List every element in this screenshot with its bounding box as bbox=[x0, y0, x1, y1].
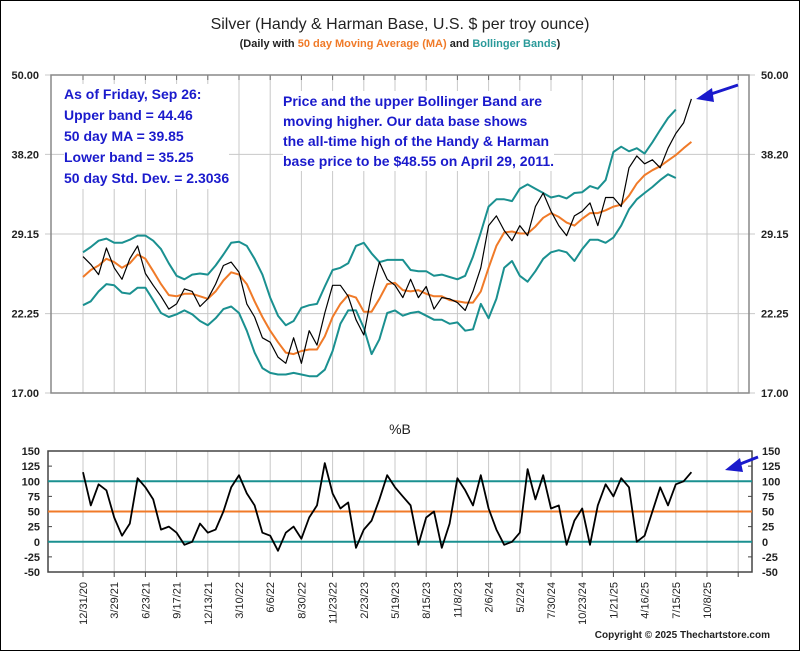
chart-title: Silver (Handy & Harman Base, U.S. $ per … bbox=[210, 16, 590, 33]
pctb-ytick-left: 100 bbox=[22, 476, 40, 488]
comment-annotation: Price and the upper Bollinger Band are m… bbox=[283, 91, 555, 171]
pctb-ytick-left: -25 bbox=[24, 552, 40, 564]
price-plot-frame bbox=[50, 74, 750, 394]
price-ytick-right: 22.25 bbox=[761, 309, 789, 321]
x-tick-label: 6/23/21 bbox=[140, 582, 152, 619]
x-tick-label: 12/13/21 bbox=[203, 582, 215, 625]
x-tick-label: 7/30/24 bbox=[546, 582, 558, 619]
x-tick-label: 12/31/20 bbox=[78, 582, 90, 625]
price-ytick-left: 29.15 bbox=[11, 229, 39, 241]
copyright: Copyright © 2025 Thechartstore.com bbox=[594, 630, 770, 641]
ma-line bbox=[82, 141, 693, 356]
x-tick-label: 4/16/25 bbox=[640, 582, 652, 619]
pctb-ytick-left: -50 bbox=[24, 567, 40, 579]
x-tick-label: 11/23/22 bbox=[328, 582, 340, 624]
subtitle-bb-label: Bollinger Bands bbox=[472, 38, 557, 50]
arrow-icon bbox=[725, 455, 759, 472]
pctb-ytick-right: 25 bbox=[762, 522, 774, 534]
price-ytick-left: 38.20 bbox=[11, 149, 39, 161]
subtitle-prefix: (Daily with bbox=[239, 38, 298, 50]
x-tick-label: 8/15/23 bbox=[421, 582, 433, 619]
pctb-ytick-left: 125 bbox=[22, 461, 40, 473]
comment-line: moving higher. Our data base shows bbox=[283, 113, 528, 129]
pctb-ytick-right: 100 bbox=[762, 476, 780, 488]
pctb-ytick-right: 150 bbox=[762, 446, 780, 458]
lower-band-line bbox=[82, 173, 677, 378]
price-ytick-right: 50.00 bbox=[761, 70, 789, 82]
comment-line: the all-time high of the Handy & Harman bbox=[283, 133, 550, 149]
pctb-ytick-left: 0 bbox=[34, 537, 40, 549]
stats-line: 50 day Std. Dev. = 2.3036 bbox=[64, 170, 230, 186]
price-ytick-right: 29.15 bbox=[761, 229, 789, 241]
stats-line: Lower band = 35.25 bbox=[64, 149, 194, 165]
price-ytick-left: 17.00 bbox=[11, 388, 39, 400]
x-tick-label: 2/6/24 bbox=[484, 582, 496, 613]
arrow-head bbox=[725, 458, 743, 472]
stats-annotation: As of Friday, Sep 26: Upper band = 44.46… bbox=[64, 84, 230, 189]
price-ytick-right: 38.20 bbox=[761, 149, 789, 161]
pctb-ytick-right: 50 bbox=[762, 507, 774, 519]
pctb-ytick-right: 125 bbox=[762, 461, 780, 473]
price-ytick-right: 17.00 bbox=[761, 388, 789, 400]
x-tick-label: 2/23/23 bbox=[359, 582, 371, 619]
pctb-ytick-left: 75 bbox=[28, 491, 40, 503]
x-tick-label: 1/21/25 bbox=[608, 582, 620, 619]
x-tick-label: 7/15/25 bbox=[671, 582, 683, 619]
pctb-ytick-right: 0 bbox=[762, 537, 768, 549]
price-ytick-left: 50.00 bbox=[11, 70, 39, 82]
x-tick-label: 3/29/21 bbox=[109, 582, 121, 619]
stats-line: 50 day MA = 39.85 bbox=[64, 128, 184, 144]
subtitle-ma-label: 50 day Moving Average (MA) bbox=[297, 38, 447, 50]
stats-line: As of Friday, Sep 26: bbox=[64, 86, 202, 102]
x-tick-label: 5/19/23 bbox=[390, 582, 402, 619]
x-tick-label: 9/17/21 bbox=[172, 582, 184, 619]
x-tick-label: 10/23/24 bbox=[577, 582, 589, 625]
x-tick-label: 11/8/23 bbox=[452, 582, 464, 618]
pctb-ytick-left: 25 bbox=[28, 522, 40, 534]
x-tick-label: 8/30/22 bbox=[296, 582, 308, 619]
x-tick-label: 6/6/22 bbox=[265, 582, 277, 613]
price-ytick-left: 22.25 bbox=[11, 309, 39, 321]
pctb-line bbox=[82, 462, 693, 552]
pctb-title: %B bbox=[389, 421, 411, 437]
price-line bbox=[82, 98, 692, 364]
x-tick-label: 5/2/24 bbox=[515, 582, 527, 613]
pctb-ytick-right: -50 bbox=[762, 567, 778, 579]
chart-subtitle: (Daily with 50 day Moving Average (MA) a… bbox=[0, 38, 800, 50]
pctb-ytick-left: 50 bbox=[28, 507, 40, 519]
stats-line: Upper band = 44.46 bbox=[64, 107, 193, 123]
pctb-ytick-right: 75 bbox=[762, 491, 774, 503]
comment-line: base price to be $48.55 on April 29, 201… bbox=[283, 153, 555, 169]
x-tick-label: 3/10/22 bbox=[234, 582, 246, 619]
subtitle-suffix: ) bbox=[556, 38, 561, 50]
pctb-ytick-right: -25 bbox=[762, 552, 778, 564]
comment-line: Price and the upper Bollinger Band are bbox=[283, 93, 543, 109]
arrow-head bbox=[696, 88, 714, 102]
x-tick-label: 10/8/25 bbox=[702, 582, 714, 619]
arrow-icon bbox=[696, 83, 739, 102]
subtitle-mid: and bbox=[446, 38, 473, 50]
pctb-ytick-left: 150 bbox=[22, 446, 40, 458]
